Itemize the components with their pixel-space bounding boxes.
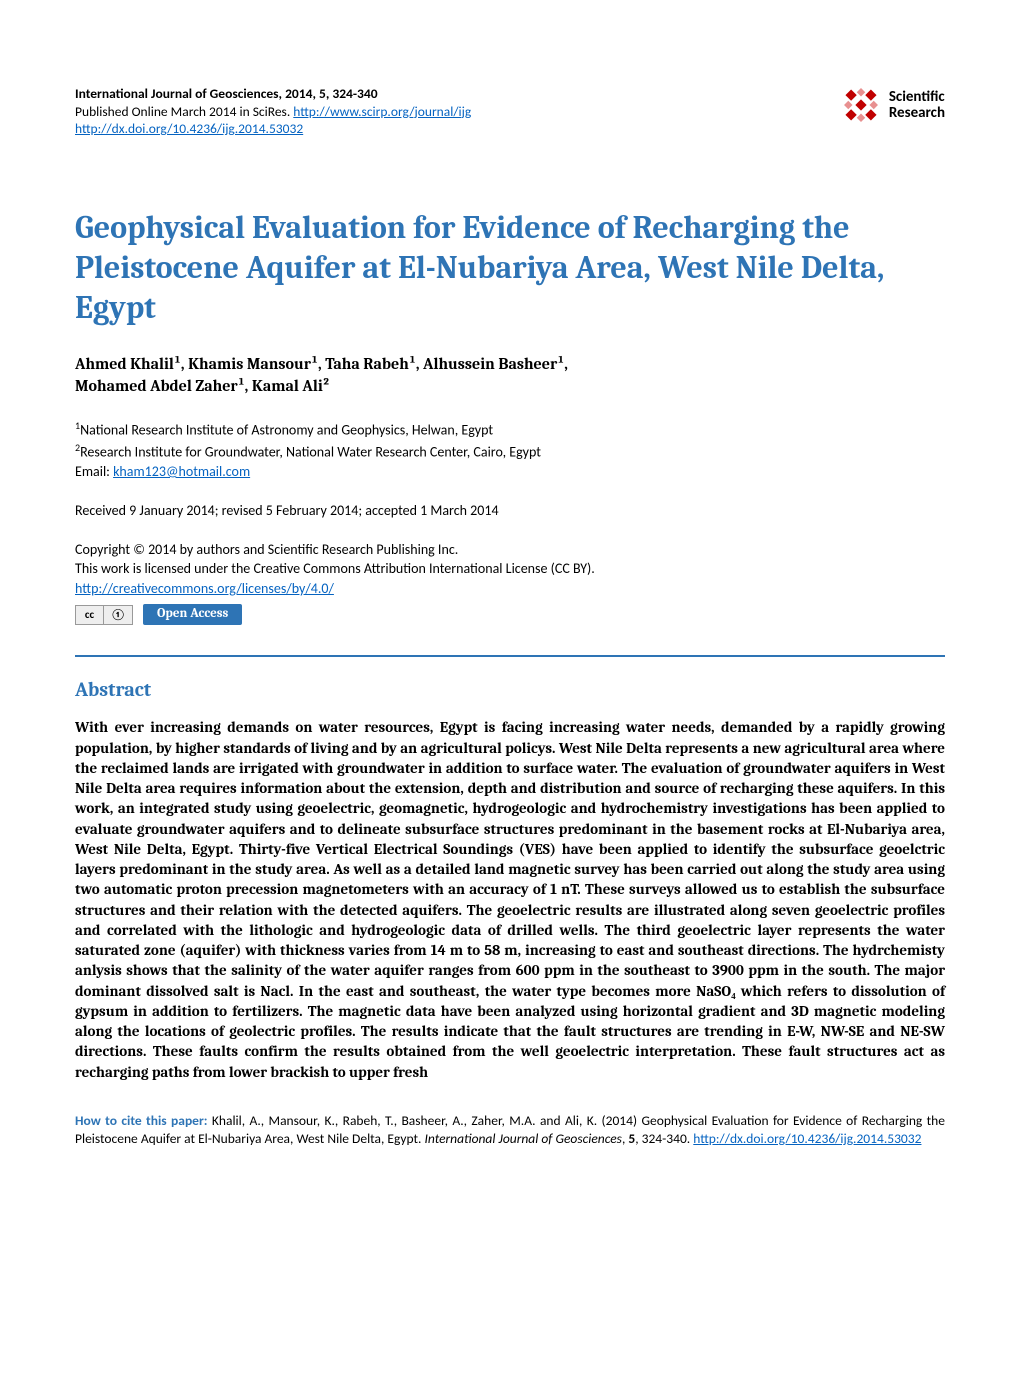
- authors-line2: Mohamed Abdel Zaher¹, Kamal Ali²: [75, 375, 945, 397]
- license-badges: cc ① Open Access: [75, 604, 945, 625]
- section-divider: [75, 655, 945, 657]
- citation-doi-link[interactable]: http://dx.doi.org/10.4236/ijg.2014.53032: [693, 1130, 921, 1147]
- journal-url-link[interactable]: http://www.scirp.org/journal/ijg: [293, 103, 471, 120]
- email-label: Email:: [75, 463, 113, 480]
- abstract-body: With ever increasing demands on water re…: [75, 717, 945, 1082]
- doi-link[interactable]: http://dx.doi.org/10.4236/ijg.2014.53032: [75, 120, 303, 137]
- copyright-line1: Copyright © 2014 by authors and Scientif…: [75, 540, 945, 560]
- by-symbol: ①: [104, 606, 132, 624]
- article-title: Geophysical Evaluation for Evidence of R…: [75, 208, 945, 328]
- cc-by-badge-icon: cc ①: [75, 605, 133, 625]
- cite-journal: International Journal of Geosciences: [425, 1130, 622, 1147]
- journal-meta: International Journal of Geosciences, 20…: [75, 85, 471, 138]
- copyright-block: Copyright © 2014 by authors and Scientif…: [75, 540, 945, 599]
- publisher-name-line1: Scientific: [889, 89, 945, 106]
- cite-text3: , 324-340.: [635, 1130, 693, 1147]
- affiliations-block: 1National Research Institute of Astronom…: [75, 419, 945, 481]
- affiliation-2: 2Research Institute for Groundwater, Nat…: [75, 441, 945, 462]
- page-header: International Journal of Geosciences, 20…: [75, 85, 945, 138]
- publisher-name: Scientific Research: [889, 89, 945, 122]
- authors-block: Ahmed Khalil¹, Khamis Mansour¹, Taha Rab…: [75, 353, 945, 398]
- cite-label: How to cite this paper:: [75, 1112, 212, 1129]
- how-to-cite: How to cite this paper: Khalil, A., Mans…: [75, 1112, 945, 1148]
- license-url-link[interactable]: http://creativecommons.org/licenses/by/4…: [75, 580, 334, 597]
- author-email-link[interactable]: kham123@hotmail.com: [113, 463, 250, 480]
- affiliation-1: 1National Research Institute of Astronom…: [75, 419, 945, 440]
- published-prefix: Published Online March 2014 in SciRes.: [75, 103, 293, 120]
- published-line: Published Online March 2014 in SciRes. h…: [75, 103, 471, 121]
- publisher-name-line2: Research: [889, 105, 945, 122]
- email-line: Email: kham123@hotmail.com: [75, 462, 945, 482]
- copyright-line2: This work is licensed under the Creative…: [75, 559, 945, 579]
- logo-diamond-icon: [841, 85, 881, 125]
- doi-line: http://dx.doi.org/10.4236/ijg.2014.53032: [75, 120, 471, 138]
- authors-line1: Ahmed Khalil¹, Khamis Mansour¹, Taha Rab…: [75, 353, 945, 375]
- received-dates: Received 9 January 2014; revised 5 Febru…: [75, 502, 945, 520]
- affiliation2-text: Research Institute for Groundwater, Nati…: [80, 443, 541, 460]
- open-access-badge: Open Access: [143, 604, 242, 625]
- journal-citation: International Journal of Geosciences, 20…: [75, 85, 471, 103]
- affiliation1-text: National Research Institute of Astronomy…: [80, 422, 493, 439]
- publisher-logo: Scientific Research: [841, 85, 945, 125]
- cc-symbol: cc: [76, 606, 104, 624]
- abstract-heading: Abstract: [75, 677, 945, 703]
